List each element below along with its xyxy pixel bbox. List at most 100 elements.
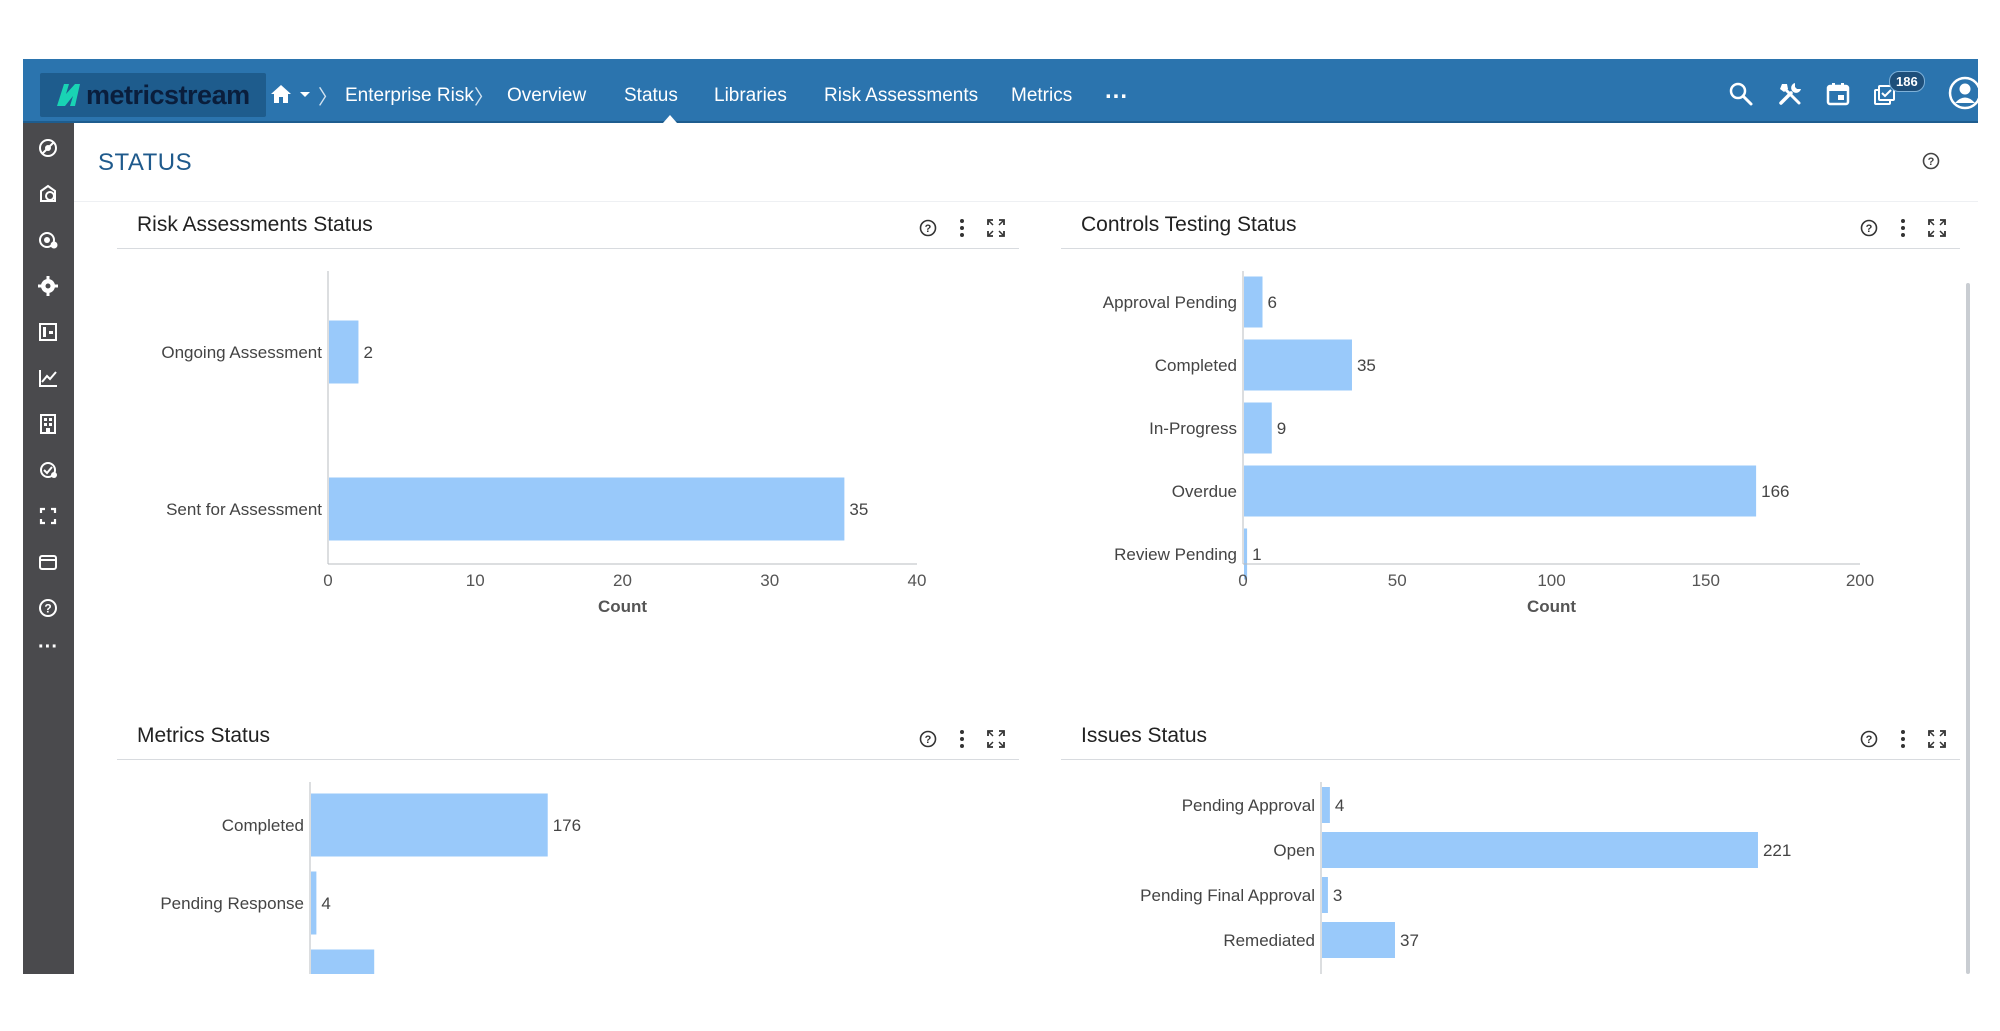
x-axis-title: Count bbox=[598, 597, 647, 616]
bar bbox=[1322, 832, 1758, 868]
x-tick-label: 30 bbox=[760, 571, 779, 590]
tab-metrics[interactable]: Metrics bbox=[1011, 85, 1073, 106]
x-axis-title: Count bbox=[1527, 597, 1576, 616]
more-icon[interactable]: ··· bbox=[38, 636, 58, 658]
left-sidebar: ? ··· bbox=[23, 123, 74, 974]
logo[interactable]: metricstream bbox=[40, 73, 266, 117]
tab-status[interactable]: Status bbox=[624, 85, 678, 106]
tools-icon[interactable] bbox=[1777, 81, 1803, 107]
bar bbox=[1244, 339, 1352, 391]
bar bbox=[311, 949, 375, 974]
notification-count-badge: 186 bbox=[1889, 71, 1925, 92]
bar bbox=[1244, 465, 1757, 517]
issues-status-chart: Pending Approval 4 Open 221 Pending Final Ap… bbox=[1140, 782, 1791, 974]
bar bbox=[1244, 402, 1272, 454]
home-menu[interactable] bbox=[270, 82, 312, 106]
category-label: Remediated bbox=[1223, 931, 1315, 950]
data-label: 3 bbox=[1333, 886, 1342, 905]
refresh-icon[interactable] bbox=[37, 505, 59, 527]
help-icon[interactable]: ? bbox=[37, 597, 59, 619]
category-label: Overdue bbox=[1172, 482, 1237, 501]
breadcrumb-enterprise-risk[interactable]: Enterprise Risk bbox=[345, 85, 474, 106]
page-title: STATUS bbox=[98, 149, 193, 176]
x-tick-label: 50 bbox=[1388, 571, 1407, 590]
panel-divider bbox=[1061, 248, 1960, 249]
bar bbox=[1244, 276, 1263, 328]
panel-divider bbox=[117, 759, 1019, 760]
tab-overview[interactable]: Overview bbox=[507, 85, 587, 106]
svg-text:?: ? bbox=[1866, 223, 1873, 235]
chevron-down-icon bbox=[300, 92, 310, 97]
expand-icon[interactable] bbox=[985, 728, 1007, 750]
bar bbox=[311, 871, 317, 935]
risk-icon[interactable] bbox=[37, 183, 59, 205]
category-label: Pending Response bbox=[160, 894, 304, 913]
notifications-icon[interactable] bbox=[1873, 81, 1899, 107]
help-icon[interactable]: ? bbox=[917, 728, 939, 750]
panel-divider bbox=[117, 248, 1019, 249]
chart-icon[interactable] bbox=[37, 367, 59, 389]
svg-text:?: ? bbox=[1928, 156, 1935, 168]
metrics-status-chart: Completed 176 Pending Response 4 Approval Pe… bbox=[160, 782, 581, 974]
data-label: 9 bbox=[1277, 419, 1286, 438]
tab-risk-assessments[interactable]: Risk Assessments bbox=[824, 85, 979, 106]
settings-gear-icon[interactable] bbox=[37, 275, 59, 297]
kebab-menu-icon[interactable] bbox=[951, 217, 973, 239]
help-icon[interactable]: ? bbox=[1858, 728, 1880, 750]
metrics-status-panel: Metrics Status Completed 176 Pending Respo… bbox=[117, 714, 1019, 974]
data-label: 1 bbox=[1252, 545, 1261, 564]
active-tab-indicator bbox=[663, 115, 677, 123]
expand-icon[interactable] bbox=[1926, 728, 1948, 750]
x-tick-label: 0 bbox=[1238, 571, 1247, 590]
issues-status-panel: Issues Status Pending Approval 4 Open 221 Pe… bbox=[1061, 714, 1960, 974]
calendar-icon[interactable] bbox=[1825, 81, 1851, 107]
breadcrumb-separator: 〉 bbox=[474, 87, 494, 109]
page-help-icon[interactable]: ? bbox=[1921, 151, 1941, 171]
x-tick-label: 150 bbox=[1692, 571, 1720, 590]
help-icon[interactable]: ? bbox=[1858, 217, 1880, 239]
panel-divider bbox=[1061, 759, 1960, 760]
x-tick-label: 10 bbox=[466, 571, 485, 590]
category-label: Open bbox=[1273, 841, 1315, 860]
user-avatar-icon[interactable] bbox=[1948, 76, 1978, 110]
svg-text:?: ? bbox=[44, 602, 51, 616]
data-label: 4 bbox=[321, 894, 330, 913]
data-label: 176 bbox=[553, 816, 581, 835]
top-navigation-bar: metricstream 〉 Enterprise Risk 〉 Overvie… bbox=[23, 59, 1978, 123]
data-label: 47 bbox=[379, 972, 398, 974]
wallet-icon[interactable] bbox=[37, 551, 59, 573]
expand-icon[interactable] bbox=[985, 217, 1007, 239]
bar bbox=[1322, 922, 1395, 958]
reports-icon[interactable] bbox=[37, 321, 59, 343]
kebab-menu-icon[interactable] bbox=[951, 728, 973, 750]
panel-title: Controls Testing Status bbox=[1081, 213, 1297, 236]
data-label: 37 bbox=[1400, 931, 1419, 950]
data-label: 4 bbox=[1335, 796, 1344, 815]
svg-text:?: ? bbox=[1866, 734, 1873, 746]
expand-icon[interactable] bbox=[1926, 217, 1948, 239]
category-label: Review Pending bbox=[1114, 545, 1237, 564]
bar bbox=[329, 320, 359, 384]
data-label: 35 bbox=[1357, 356, 1376, 375]
kebab-menu-icon[interactable] bbox=[1892, 217, 1914, 239]
dashboard-icon[interactable] bbox=[37, 137, 59, 159]
tab-libraries[interactable]: Libraries bbox=[714, 85, 787, 106]
controls-testing-chart: Approval Pending 6 Completed 35 In-Progress 9… bbox=[1103, 271, 1874, 616]
category-label: Sent for Assessment bbox=[166, 500, 322, 519]
help-icon[interactable]: ? bbox=[917, 217, 939, 239]
category-label: In-Progress bbox=[1149, 419, 1237, 438]
bar bbox=[1244, 528, 1248, 580]
category-label: Approval Pending bbox=[170, 972, 304, 974]
data-label: 2 bbox=[363, 343, 372, 362]
logo-mark-icon bbox=[57, 84, 80, 106]
scan-icon[interactable] bbox=[37, 459, 59, 481]
x-tick-label: 20 bbox=[613, 571, 632, 590]
kebab-menu-icon[interactable] bbox=[1892, 728, 1914, 750]
vertical-scrollbar[interactable] bbox=[1966, 283, 1970, 974]
target-icon[interactable] bbox=[37, 229, 59, 251]
more-tabs-button[interactable]: ... bbox=[1105, 77, 1129, 104]
building-icon[interactable] bbox=[37, 413, 59, 435]
category-label: Ongoing Assessment bbox=[161, 343, 322, 362]
search-icon[interactable] bbox=[1728, 81, 1754, 107]
bar bbox=[1322, 787, 1330, 823]
